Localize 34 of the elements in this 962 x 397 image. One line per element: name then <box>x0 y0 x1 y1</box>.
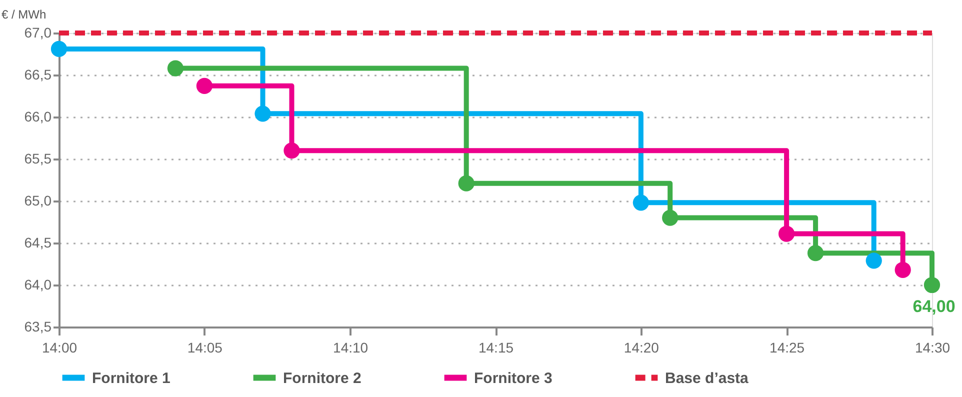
y-tick-label: 66,0 <box>24 108 52 124</box>
y-tick-label: 64,5 <box>24 234 52 250</box>
point <box>778 226 795 242</box>
annotation: 64,00 <box>912 297 956 316</box>
x-tick-label: 14:20 <box>624 340 660 356</box>
point <box>254 106 271 122</box>
point <box>167 60 184 76</box>
point <box>866 252 882 269</box>
y-tick-label: 65,5 <box>24 150 52 166</box>
point <box>458 175 474 192</box>
point <box>50 40 68 58</box>
point <box>924 276 940 294</box>
legend-label: Base d’asta <box>665 370 750 387</box>
x-tick-label: 14:10 <box>333 340 368 356</box>
point <box>894 262 911 278</box>
x-tick-label: 14:00 <box>42 340 78 356</box>
x-tick-label: 14:15 <box>478 340 514 356</box>
y-tick-label: 63,5 <box>24 318 52 334</box>
x-tick-label: 14:25 <box>770 340 805 356</box>
point <box>632 194 650 211</box>
point <box>196 78 213 94</box>
point <box>662 210 678 226</box>
legend-label: Fornitore 2 <box>283 370 362 387</box>
y-tick-label: 67,0 <box>24 24 52 40</box>
point <box>807 245 824 262</box>
y-tick-label: 66,5 <box>24 66 52 82</box>
legend-label: Fornitore 3 <box>474 370 552 387</box>
point <box>284 142 300 159</box>
x-tick-label: 14:05 <box>187 340 223 356</box>
y-tick-label: 65,0 <box>24 192 52 208</box>
legend-label: Fornitore 1 <box>92 370 170 387</box>
y-axis-title: € / MWh <box>2 8 46 22</box>
y-tick-label: 64,0 <box>24 276 52 292</box>
x-tick-label: 14:30 <box>914 340 950 356</box>
